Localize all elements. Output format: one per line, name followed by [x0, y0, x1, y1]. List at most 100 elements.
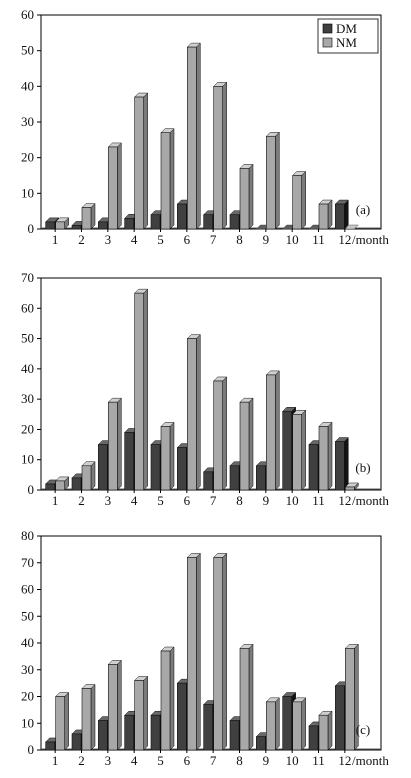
- nm-bar-side: [143, 92, 148, 230]
- nm-bar: [160, 650, 171, 751]
- nm-bar-side: [301, 170, 306, 230]
- x-tick-label: 7: [210, 232, 217, 247]
- y-tick-label: 50: [21, 43, 34, 58]
- dm-bar: [150, 714, 161, 751]
- nm-bar-side: [196, 42, 201, 230]
- nm-bar: [213, 86, 223, 230]
- x-tick-label: 8: [236, 753, 243, 768]
- nm-bar: [134, 292, 144, 491]
- nm-bar-side: [90, 461, 96, 491]
- x-tick-label: 12: [338, 232, 351, 247]
- dm-bar: [335, 685, 345, 751]
- legend-swatch: [322, 37, 333, 48]
- y-tick-label: 70: [21, 270, 34, 285]
- nm-bar: [345, 486, 355, 491]
- nm-bar: [318, 714, 329, 751]
- nm-bar-side: [248, 643, 254, 751]
- y-tick-label: 20: [21, 150, 34, 165]
- nm-bar: [292, 413, 302, 491]
- dm-bar: [282, 410, 292, 491]
- nm-bar-side: [275, 697, 280, 751]
- dm-bar: [124, 714, 134, 751]
- x-tick-label: 6: [184, 753, 191, 768]
- dm-bar: [71, 477, 82, 491]
- x-tick-label: 7: [210, 493, 217, 508]
- x-tick-label: 2: [78, 232, 85, 247]
- x-tick-label: 9: [263, 493, 270, 508]
- y-tick-label: 70: [21, 555, 34, 570]
- x-tick-label: 1: [52, 753, 59, 768]
- y-tick-label: 60: [21, 7, 34, 22]
- x-tick-label: 6: [184, 232, 191, 247]
- nm-bar-side: [196, 333, 201, 491]
- nm-bar: [55, 480, 65, 491]
- x-tick-label: 4: [131, 753, 138, 768]
- nm-bar: [108, 401, 118, 491]
- dm-bar: [177, 682, 187, 751]
- y-tick-label: 30: [21, 662, 34, 677]
- dm-bar: [229, 720, 240, 751]
- y-tick-label: 0: [28, 742, 35, 757]
- nm-bar-side: [143, 288, 148, 491]
- nm-bar: [239, 401, 250, 491]
- x-tick-label: 2: [78, 493, 85, 508]
- nm-bar-side: [275, 370, 280, 491]
- nm-bar-side: [275, 131, 280, 230]
- y-tick-label: 40: [21, 635, 34, 650]
- y-tick-label: 0: [28, 221, 35, 236]
- dm-bar: [203, 704, 213, 751]
- y-tick-label: 10: [21, 185, 34, 200]
- nm-bar-side: [327, 710, 333, 751]
- dm-bar: [45, 741, 55, 751]
- y-tick-label: 30: [21, 114, 34, 129]
- dm-bar: [177, 447, 187, 491]
- panel-label: (c): [356, 722, 370, 737]
- dm-bar: [203, 471, 213, 491]
- nm-bar-side: [222, 552, 227, 751]
- nm-bar: [81, 207, 92, 230]
- dm-bar: [98, 221, 108, 230]
- dm-bar: [150, 444, 161, 491]
- nm-bar-side: [117, 142, 122, 230]
- dm-bar: [203, 214, 213, 230]
- nm-bar: [187, 557, 197, 751]
- nm-bar: [187, 338, 197, 491]
- x-tick-label: 6: [184, 493, 191, 508]
- dm-bar: [45, 221, 55, 230]
- nm-bar: [160, 426, 171, 491]
- y-tick-label: 50: [21, 608, 34, 623]
- x-tick-label: 8: [236, 232, 243, 247]
- dm-bar-side: [344, 199, 349, 230]
- dm-bar: [229, 465, 240, 491]
- y-tick-label: 20: [21, 689, 34, 704]
- nm-bar: [108, 146, 118, 230]
- nm-bar: [266, 374, 276, 491]
- x-tick-label: 12: [338, 493, 351, 508]
- x-tick-label: 12: [338, 753, 351, 768]
- y-tick-label: 60: [21, 582, 34, 597]
- y-tick-label: 60: [21, 300, 34, 315]
- x-tick-label: 11: [312, 232, 325, 247]
- nm-bar: [213, 557, 223, 751]
- x-tick-label: 5: [157, 493, 164, 508]
- dm-bar: [45, 483, 55, 491]
- dm-bar: [308, 725, 319, 751]
- nm-bar-side: [222, 376, 227, 491]
- nm-bar-side: [169, 421, 175, 491]
- dm-bar: [98, 720, 108, 751]
- nm-bar-side: [248, 163, 254, 230]
- x-tick-label: 5: [157, 232, 164, 247]
- nm-bar: [213, 380, 223, 491]
- x-tick-label: 9: [263, 753, 270, 768]
- x-tick-label: 9: [263, 232, 270, 247]
- x-tick-label: 2: [78, 753, 85, 768]
- nm-bar: [318, 203, 329, 230]
- dm-bar: [71, 733, 82, 751]
- dm-bar: [256, 736, 266, 751]
- dm-bar: [229, 214, 240, 230]
- y-tick-label: 10: [21, 715, 34, 730]
- x-tick-label: 4: [131, 232, 138, 247]
